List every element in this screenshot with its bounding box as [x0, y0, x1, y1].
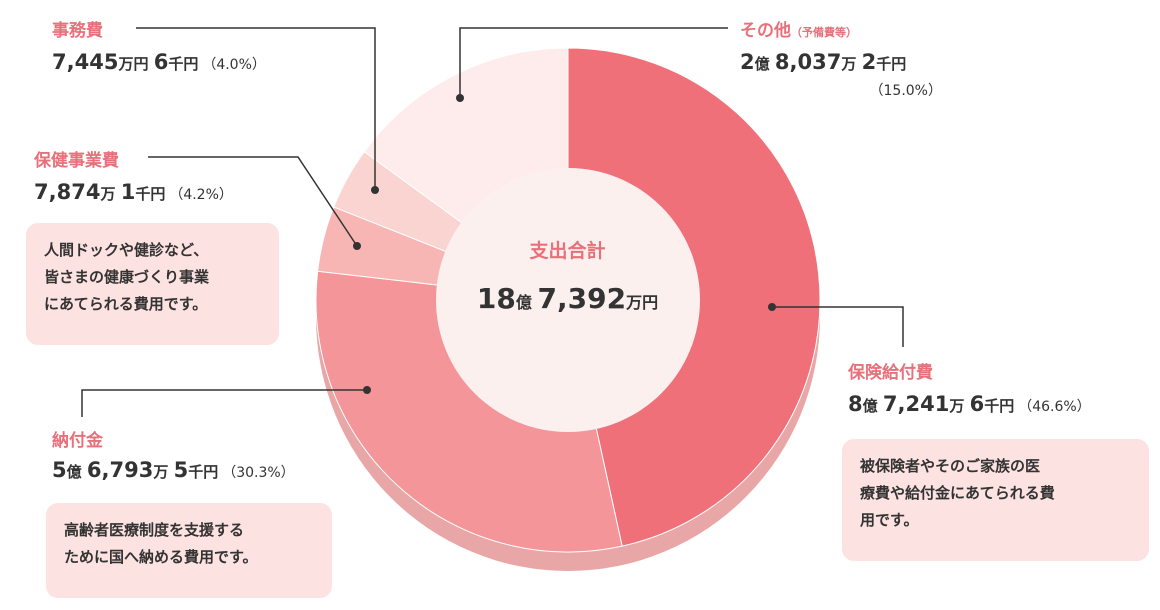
hoken-kyufu-pct: （46.6%）: [1018, 399, 1091, 415]
label-jimuhi-title: 事務費: [52, 21, 103, 41]
jimuhi-unit-sen: 千円: [168, 55, 199, 73]
leader-dot-hoken-kyufu: [768, 303, 776, 311]
note-nofukin: 高齢者医療制度を支援する ために国へ納める費用です。: [46, 503, 332, 598]
note-hoken-jigyo-line: 人間ドックや健診など、: [44, 241, 209, 259]
sonota-title: その他: [740, 21, 791, 41]
sonota-pct: （15.0%）: [869, 83, 942, 99]
nofukin-pct: （30.3%）: [222, 465, 295, 481]
hoken-kyufu-unit-oku: 億: [862, 397, 878, 415]
nofukin-unit-man: 万: [153, 463, 169, 481]
center-total-oku: 18: [476, 282, 516, 315]
nofukin-sen: 5: [173, 458, 189, 482]
center-title: 支出合計: [529, 240, 606, 262]
sonota-unit-sen: 千円: [876, 55, 907, 73]
note-hoken-jigyo-line: 皆さまの健康づくり事業: [44, 268, 210, 286]
hoken-kyufu-oku: 8: [848, 392, 863, 416]
leader-line-sonota: [459, 27, 728, 98]
hoken-jigyo-unit-man: 万: [100, 185, 116, 203]
nofukin-unit-sen: 千円: [188, 463, 219, 481]
label-hoken-jigyo-amount: 7,874万 1千円 （4.2%）: [34, 180, 233, 204]
nofukin-man: 6,793: [86, 458, 154, 482]
sonota-sen: 2: [861, 50, 877, 74]
sonota-note: （予備費等）: [791, 26, 857, 39]
center-unit-man: 万円: [626, 293, 659, 312]
note-hoken-kyufu: 被保険者やそのご家族の医 療費や給付金にあてられる費 用です。: [842, 439, 1149, 561]
hoken-kyufu-unit-man: 万: [949, 397, 965, 415]
note-nofukin-line: ために国へ納める費用です。: [64, 548, 258, 566]
hoken-jigyo-pct: （4.2%）: [169, 187, 233, 203]
note-hoken-kyufu-line: 療費や給付金にあてられる費: [860, 484, 1055, 502]
jimuhi-man: 7,445: [52, 50, 119, 74]
leader-dot-hoken-jigyo: [353, 242, 361, 250]
note-nofukin-line: 高齢者医療制度を支援する: [64, 521, 245, 539]
hoken-kyufu-sen: 6: [969, 392, 985, 416]
jimuhi-sen: 6: [153, 50, 169, 74]
center-total-man: 7,392: [537, 282, 627, 315]
label-sonota-pct: （15.0%）: [860, 80, 942, 100]
leader-line-hoken-kyufu: [772, 306, 904, 347]
nofukin-oku: 5: [52, 458, 67, 482]
sonota-unit-oku: 億: [754, 55, 770, 73]
leader-dot-nofukin: [363, 386, 371, 394]
leader-dots: [353, 94, 776, 394]
label-sonota-amount: 2億 8,037万 2千円: [740, 50, 906, 74]
label-nofukin-title: 納付金: [52, 431, 103, 451]
note-hoken-jigyo-line: にあてられる費用です。: [44, 295, 208, 313]
sonota-man: 8,037: [774, 50, 842, 74]
note-hoken-kyufu-line: 被保険者やそのご家族の医: [860, 457, 1041, 475]
leader-line-nofukin: [81, 389, 367, 417]
center-hole: [436, 168, 700, 432]
sonota-unit-man: 万: [841, 55, 857, 73]
center-unit-oku: 億: [515, 293, 532, 312]
leader-line-hoken-jigyo: [148, 156, 358, 247]
hoken-kyufu-unit-sen: 千円: [984, 397, 1015, 415]
leader-line-jimuhi: [136, 27, 376, 190]
leader-dot-sonota: [456, 94, 464, 102]
label-nofukin-amount: 5億 6,793万 5千円 （30.3%）: [52, 458, 295, 482]
jimuhi-unit-man: 万円: [118, 55, 149, 73]
note-hoken-kyufu-line: 用です。: [860, 511, 919, 529]
center-total: 18億 7,392万円: [440, 282, 695, 315]
hoken-jigyo-sen: 1: [120, 180, 136, 204]
jimuhi-pct: （4.0%）: [202, 57, 266, 73]
hoken-kyufu-man: 7,241: [882, 392, 950, 416]
sonota-oku: 2: [740, 50, 755, 74]
leader-lines: [81, 27, 904, 417]
label-hoken-jigyo-title: 保健事業費: [34, 151, 119, 171]
note-hoken-jigyo: 人間ドックや健診など、 皆さまの健康づくり事業 にあてられる費用です。: [26, 223, 279, 345]
hoken-jigyo-unit-sen: 千円: [135, 185, 166, 203]
leader-dot-jimuhi: [371, 186, 379, 194]
hoken-jigyo-man: 7,874: [34, 180, 101, 204]
label-jimuhi-amount: 7,445万円 6千円 （4.0%）: [52, 50, 266, 74]
label-hoken-kyufu-amount: 8億 7,241万 6千円 （46.6%）: [848, 392, 1091, 416]
nofukin-unit-oku: 億: [66, 463, 82, 481]
label-sonota-title: その他（予備費等）: [740, 16, 857, 41]
label-hoken-kyufu-title: 保険給付費: [848, 363, 933, 383]
